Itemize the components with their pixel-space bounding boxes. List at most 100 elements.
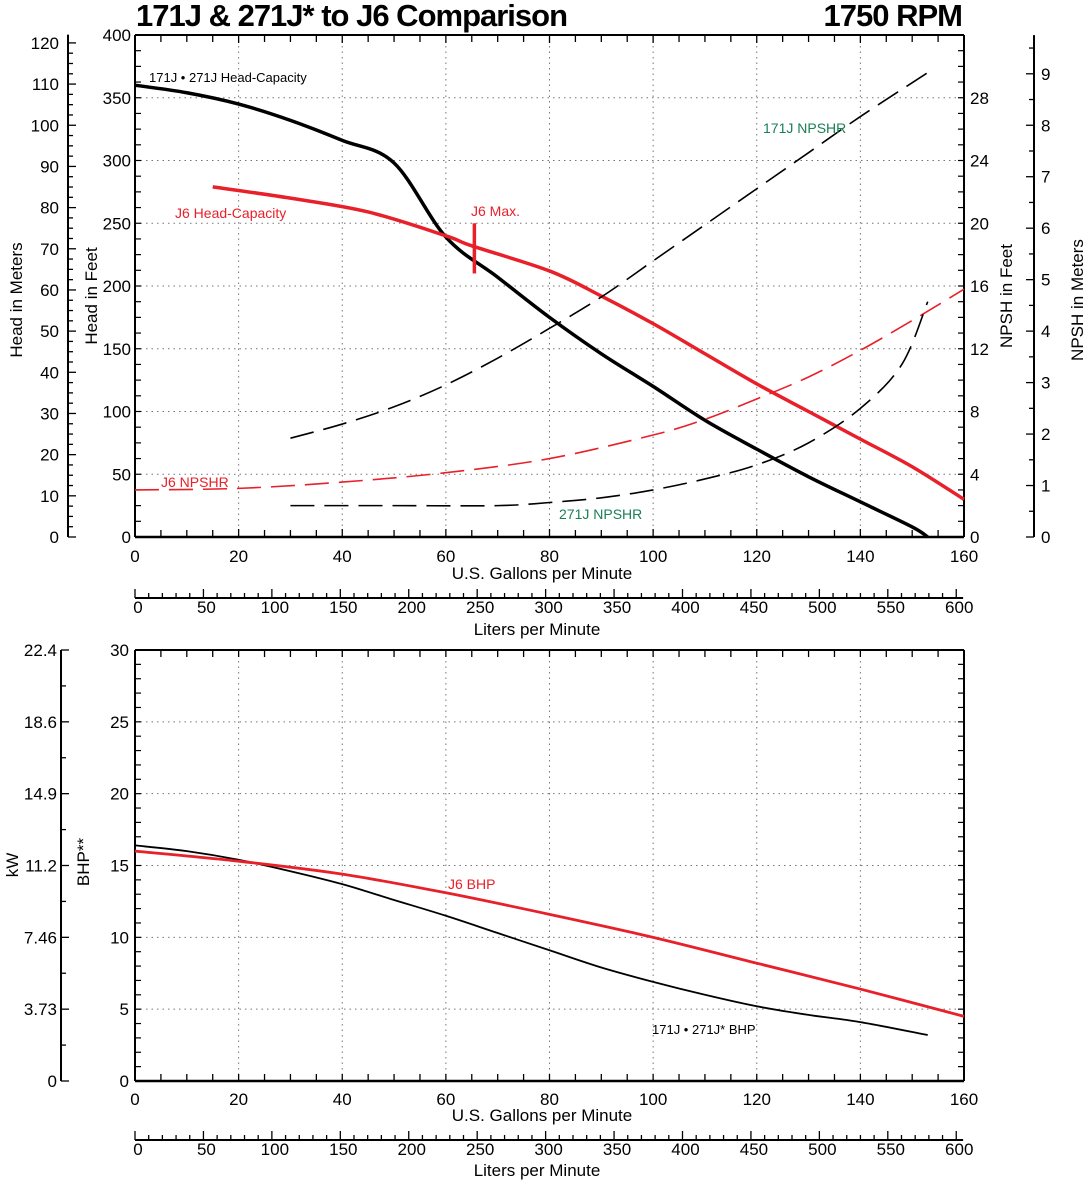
svg-text:10: 10 <box>40 487 59 506</box>
svg-text:600: 600 <box>945 598 973 617</box>
svg-text:22.4: 22.4 <box>24 641 57 660</box>
svg-text:0: 0 <box>120 1072 129 1091</box>
annotation-j6-max: J6 Max. <box>471 203 520 219</box>
svg-text:80: 80 <box>40 199 59 218</box>
svg-text:20: 20 <box>40 446 59 465</box>
svg-text:300: 300 <box>103 152 131 171</box>
svg-text:40: 40 <box>333 547 352 566</box>
svg-text:3.73: 3.73 <box>24 1000 57 1019</box>
npsh-feet-axis-title: NPSH in Feet <box>997 244 1016 348</box>
svg-text:500: 500 <box>808 1140 836 1159</box>
bhp-axis-title: BHP** <box>74 838 93 887</box>
svg-text:120: 120 <box>31 34 59 53</box>
annotation-171j-head: 171J • 271J Head-Capacity <box>149 70 307 85</box>
kw-axis-title: kW <box>3 853 22 878</box>
svg-text:28: 28 <box>970 89 989 108</box>
svg-text:200: 200 <box>398 598 426 617</box>
svg-text:0: 0 <box>970 528 979 547</box>
svg-text:10: 10 <box>110 928 129 947</box>
svg-text:100: 100 <box>31 116 59 135</box>
head-feet-axis-title: Head in Feet <box>82 247 101 345</box>
svg-text:11.2: 11.2 <box>25 857 57 876</box>
bottom-x-lpm-title: Liters per Minute <box>474 1161 601 1180</box>
svg-text:100: 100 <box>103 403 131 422</box>
bottom-axes: 0 20 40 60 80 100 120 140 16005101520253003.737.… <box>24 641 978 1159</box>
svg-text:160: 160 <box>950 547 978 566</box>
top-axes: 0 20 40 60 80 100 120 140 1600501001502002503003… <box>31 26 1051 617</box>
bottom-grid <box>135 650 964 1081</box>
annotation-171j-bhp: 171J • 271J* BHP <box>652 1022 756 1037</box>
svg-text:40: 40 <box>333 1090 352 1109</box>
svg-text:20: 20 <box>110 785 129 804</box>
svg-text:150: 150 <box>329 1140 357 1159</box>
svg-text:20: 20 <box>970 214 989 233</box>
svg-text:140: 140 <box>846 547 874 566</box>
svg-text:350: 350 <box>603 598 631 617</box>
svg-text:7: 7 <box>1041 168 1050 187</box>
svg-text:4: 4 <box>1041 322 1050 341</box>
svg-text:60: 60 <box>436 1090 455 1109</box>
svg-text:200: 200 <box>398 1140 426 1159</box>
bottom-series <box>134 844 965 1036</box>
j6-head-capacity-curve <box>212 185 965 501</box>
svg-text:9: 9 <box>1041 65 1050 84</box>
rpm-label: 1750 RPM <box>823 0 963 33</box>
npsh-meters-axis-title: NPSH in Meters <box>1068 239 1087 361</box>
annotation-171j-npshr: 171J NPSHR <box>763 120 846 136</box>
svg-text:12: 12 <box>970 340 989 359</box>
svg-text:400: 400 <box>671 1140 699 1159</box>
svg-text:0: 0 <box>133 1140 142 1159</box>
svg-text:250: 250 <box>466 1140 494 1159</box>
svg-text:2: 2 <box>1041 425 1050 444</box>
svg-text:5: 5 <box>1041 271 1050 290</box>
svg-text:6: 6 <box>1041 219 1050 238</box>
svg-text:0: 0 <box>1041 528 1050 547</box>
svg-text:150: 150 <box>329 598 357 617</box>
svg-text:120: 120 <box>743 1090 771 1109</box>
171j-271j-head-capacity-curve <box>134 83 929 539</box>
svg-text:70: 70 <box>40 240 59 259</box>
top-x-gpm-title: U.S. Gallons per Minute <box>452 564 632 583</box>
svg-text:100: 100 <box>639 1090 667 1109</box>
svg-text:8: 8 <box>1041 116 1050 135</box>
annotation-j6-bhp: J6 BHP <box>448 876 495 892</box>
head-meters-axis-title: Head in Meters <box>7 242 26 357</box>
svg-text:350: 350 <box>603 1140 631 1159</box>
svg-text:50: 50 <box>112 465 131 484</box>
svg-text:110: 110 <box>32 75 59 94</box>
svg-text:80: 80 <box>540 1090 559 1109</box>
svg-text:450: 450 <box>740 598 768 617</box>
svg-text:40: 40 <box>40 363 59 382</box>
annotation-271j-npshr: 271J NPSHR <box>559 506 642 522</box>
svg-text:50: 50 <box>197 598 216 617</box>
annotation-j6-head: J6 Head-Capacity <box>175 205 286 221</box>
svg-text:7.46: 7.46 <box>24 928 57 947</box>
svg-text:400: 400 <box>103 26 131 45</box>
svg-text:90: 90 <box>40 157 59 176</box>
j6-bhp-curve <box>134 849 965 1018</box>
svg-text:15: 15 <box>110 857 129 876</box>
svg-text:0: 0 <box>48 1072 57 1091</box>
svg-text:14.9: 14.9 <box>24 785 57 804</box>
svg-text:50: 50 <box>40 322 59 341</box>
svg-text:160: 160 <box>950 1090 978 1109</box>
svg-text:30: 30 <box>110 641 129 660</box>
svg-text:100: 100 <box>639 547 667 566</box>
171j-271j-bhp-curve <box>134 844 928 1036</box>
svg-text:150: 150 <box>103 340 131 359</box>
svg-text:3: 3 <box>1041 374 1050 393</box>
svg-text:50: 50 <box>197 1140 216 1159</box>
svg-text:350: 350 <box>103 89 131 108</box>
svg-text:100: 100 <box>261 1140 289 1159</box>
svg-text:500: 500 <box>808 598 836 617</box>
bottom-x-gpm-title: U.S. Gallons per Minute <box>452 1106 632 1125</box>
svg-text:0: 0 <box>130 547 139 566</box>
svg-text:100: 100 <box>261 598 289 617</box>
annotation-j6-npshr: J6 NPSHR <box>161 474 229 490</box>
svg-text:250: 250 <box>103 214 131 233</box>
svg-text:0: 0 <box>133 598 142 617</box>
svg-text:0: 0 <box>50 528 59 547</box>
svg-text:0: 0 <box>130 1090 139 1109</box>
svg-text:400: 400 <box>671 598 699 617</box>
